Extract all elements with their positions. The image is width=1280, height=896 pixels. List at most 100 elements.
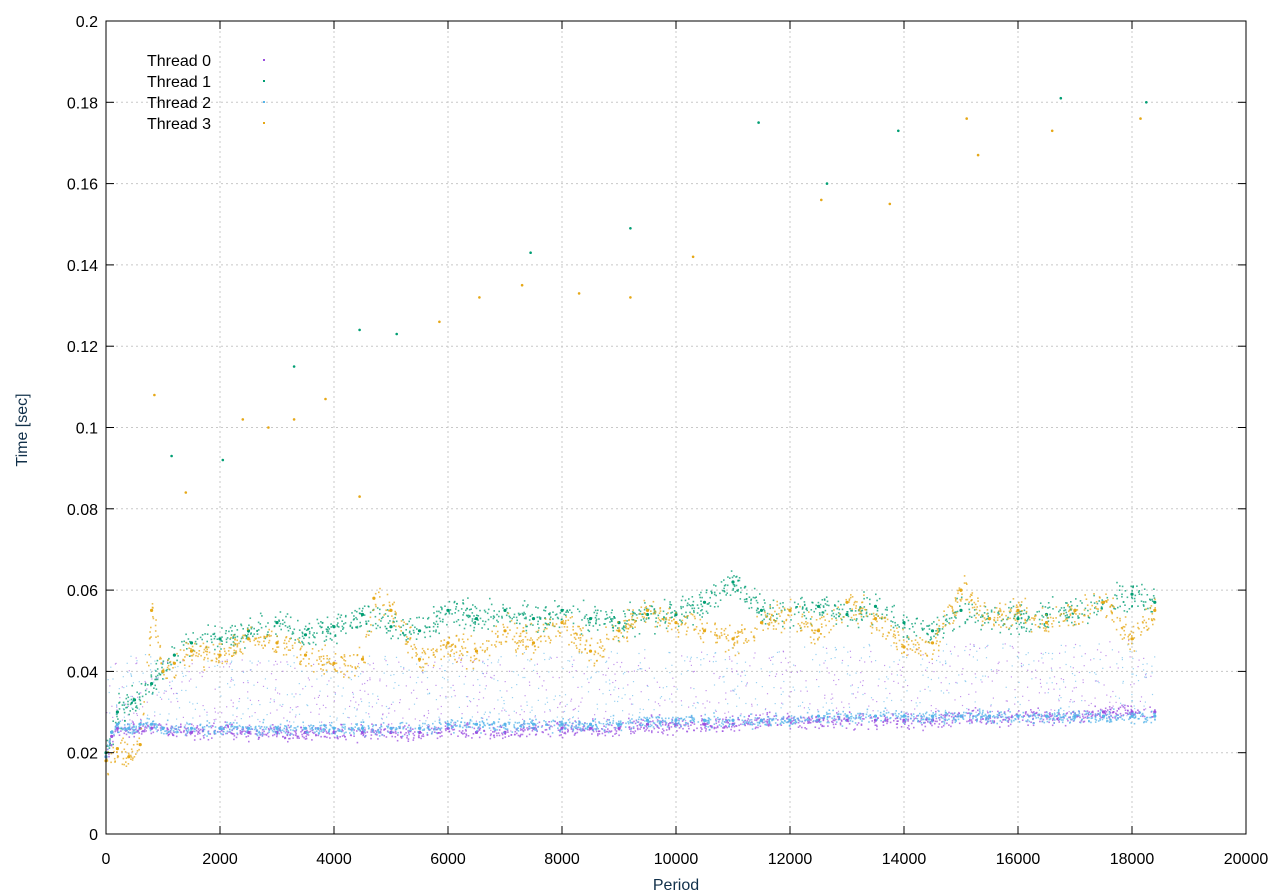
data-point <box>250 632 252 634</box>
data-point <box>766 718 769 721</box>
data-point <box>535 727 537 730</box>
data-point <box>567 724 570 727</box>
data-point <box>152 726 155 729</box>
data-point <box>955 720 957 722</box>
data-point <box>1041 605 1044 608</box>
data-point <box>1050 715 1053 717</box>
data-point <box>706 723 708 725</box>
data-point <box>507 721 510 724</box>
data-point <box>969 716 971 718</box>
data-point <box>1021 627 1023 629</box>
data-point <box>814 726 817 728</box>
data-point <box>311 729 313 731</box>
data-point <box>1018 623 1021 626</box>
data-point <box>252 635 254 638</box>
data-point <box>881 613 884 616</box>
data-point <box>795 606 797 608</box>
data-point <box>515 712 517 714</box>
data-point <box>110 734 114 739</box>
data-point <box>409 676 411 678</box>
data-point <box>343 623 345 625</box>
data-point <box>549 735 552 738</box>
data-point <box>259 731 261 734</box>
data-point <box>862 684 864 687</box>
data-point <box>471 618 474 620</box>
data-point <box>731 668 733 670</box>
data-point <box>462 614 464 616</box>
data-point <box>220 732 222 735</box>
data-point <box>455 608 457 610</box>
data-point <box>460 731 463 734</box>
data-point <box>733 585 736 588</box>
data-point <box>530 721 532 723</box>
data-point <box>362 607 364 610</box>
data-point <box>468 723 471 725</box>
data-point <box>155 728 157 730</box>
data-point <box>577 686 579 688</box>
data-point <box>519 728 522 730</box>
data-point <box>1103 684 1105 686</box>
data-point <box>659 686 661 688</box>
data-point <box>803 601 806 603</box>
data-point <box>701 616 703 618</box>
data-point <box>1136 712 1139 714</box>
data-point <box>120 730 122 732</box>
data-point <box>448 730 450 733</box>
data-point <box>185 729 188 732</box>
data-point <box>1040 686 1042 688</box>
data-point <box>522 729 524 732</box>
data-point <box>453 621 455 623</box>
data-point <box>912 719 915 722</box>
data-point <box>426 734 429 736</box>
data-point <box>935 708 937 710</box>
data-point <box>1029 715 1032 717</box>
data-point <box>427 726 429 728</box>
data-point <box>155 724 157 726</box>
data-point <box>349 625 352 628</box>
data-point <box>645 607 648 610</box>
data-point <box>985 718 988 721</box>
data-point <box>531 720 533 722</box>
data-point <box>247 729 249 731</box>
data-point <box>579 729 582 731</box>
data-point <box>695 696 697 698</box>
data-point <box>393 621 395 623</box>
data-point <box>696 727 698 730</box>
data-point <box>204 733 206 736</box>
data-point <box>407 637 409 640</box>
data-point <box>493 674 495 677</box>
data-point <box>790 721 793 723</box>
data-point <box>1116 581 1118 584</box>
data-point <box>753 723 756 725</box>
data-point <box>612 627 614 629</box>
data-point <box>513 613 516 616</box>
data-point <box>454 721 456 724</box>
data-point <box>686 730 688 733</box>
data-point <box>719 718 721 720</box>
data-point <box>938 710 940 713</box>
data-point <box>1012 605 1015 608</box>
data-point <box>904 626 906 629</box>
data-point <box>461 730 464 732</box>
data-point <box>242 628 244 630</box>
data-point <box>175 731 178 734</box>
data-point <box>749 665 751 667</box>
data-point <box>646 727 649 729</box>
data-point <box>384 728 387 730</box>
data-point <box>337 729 339 732</box>
data-point <box>577 726 580 729</box>
data-point <box>1081 613 1083 615</box>
data-point <box>235 736 238 739</box>
data-point <box>550 657 552 659</box>
data-point <box>839 723 842 726</box>
data-point <box>913 631 915 633</box>
data-point <box>348 717 350 719</box>
data-point <box>959 605 961 607</box>
data-point <box>767 725 770 727</box>
data-point <box>1010 607 1013 609</box>
data-point <box>134 702 137 704</box>
data-point <box>1101 599 1103 601</box>
data-point <box>650 605 652 607</box>
data-point <box>576 731 579 734</box>
data-point <box>356 730 358 732</box>
